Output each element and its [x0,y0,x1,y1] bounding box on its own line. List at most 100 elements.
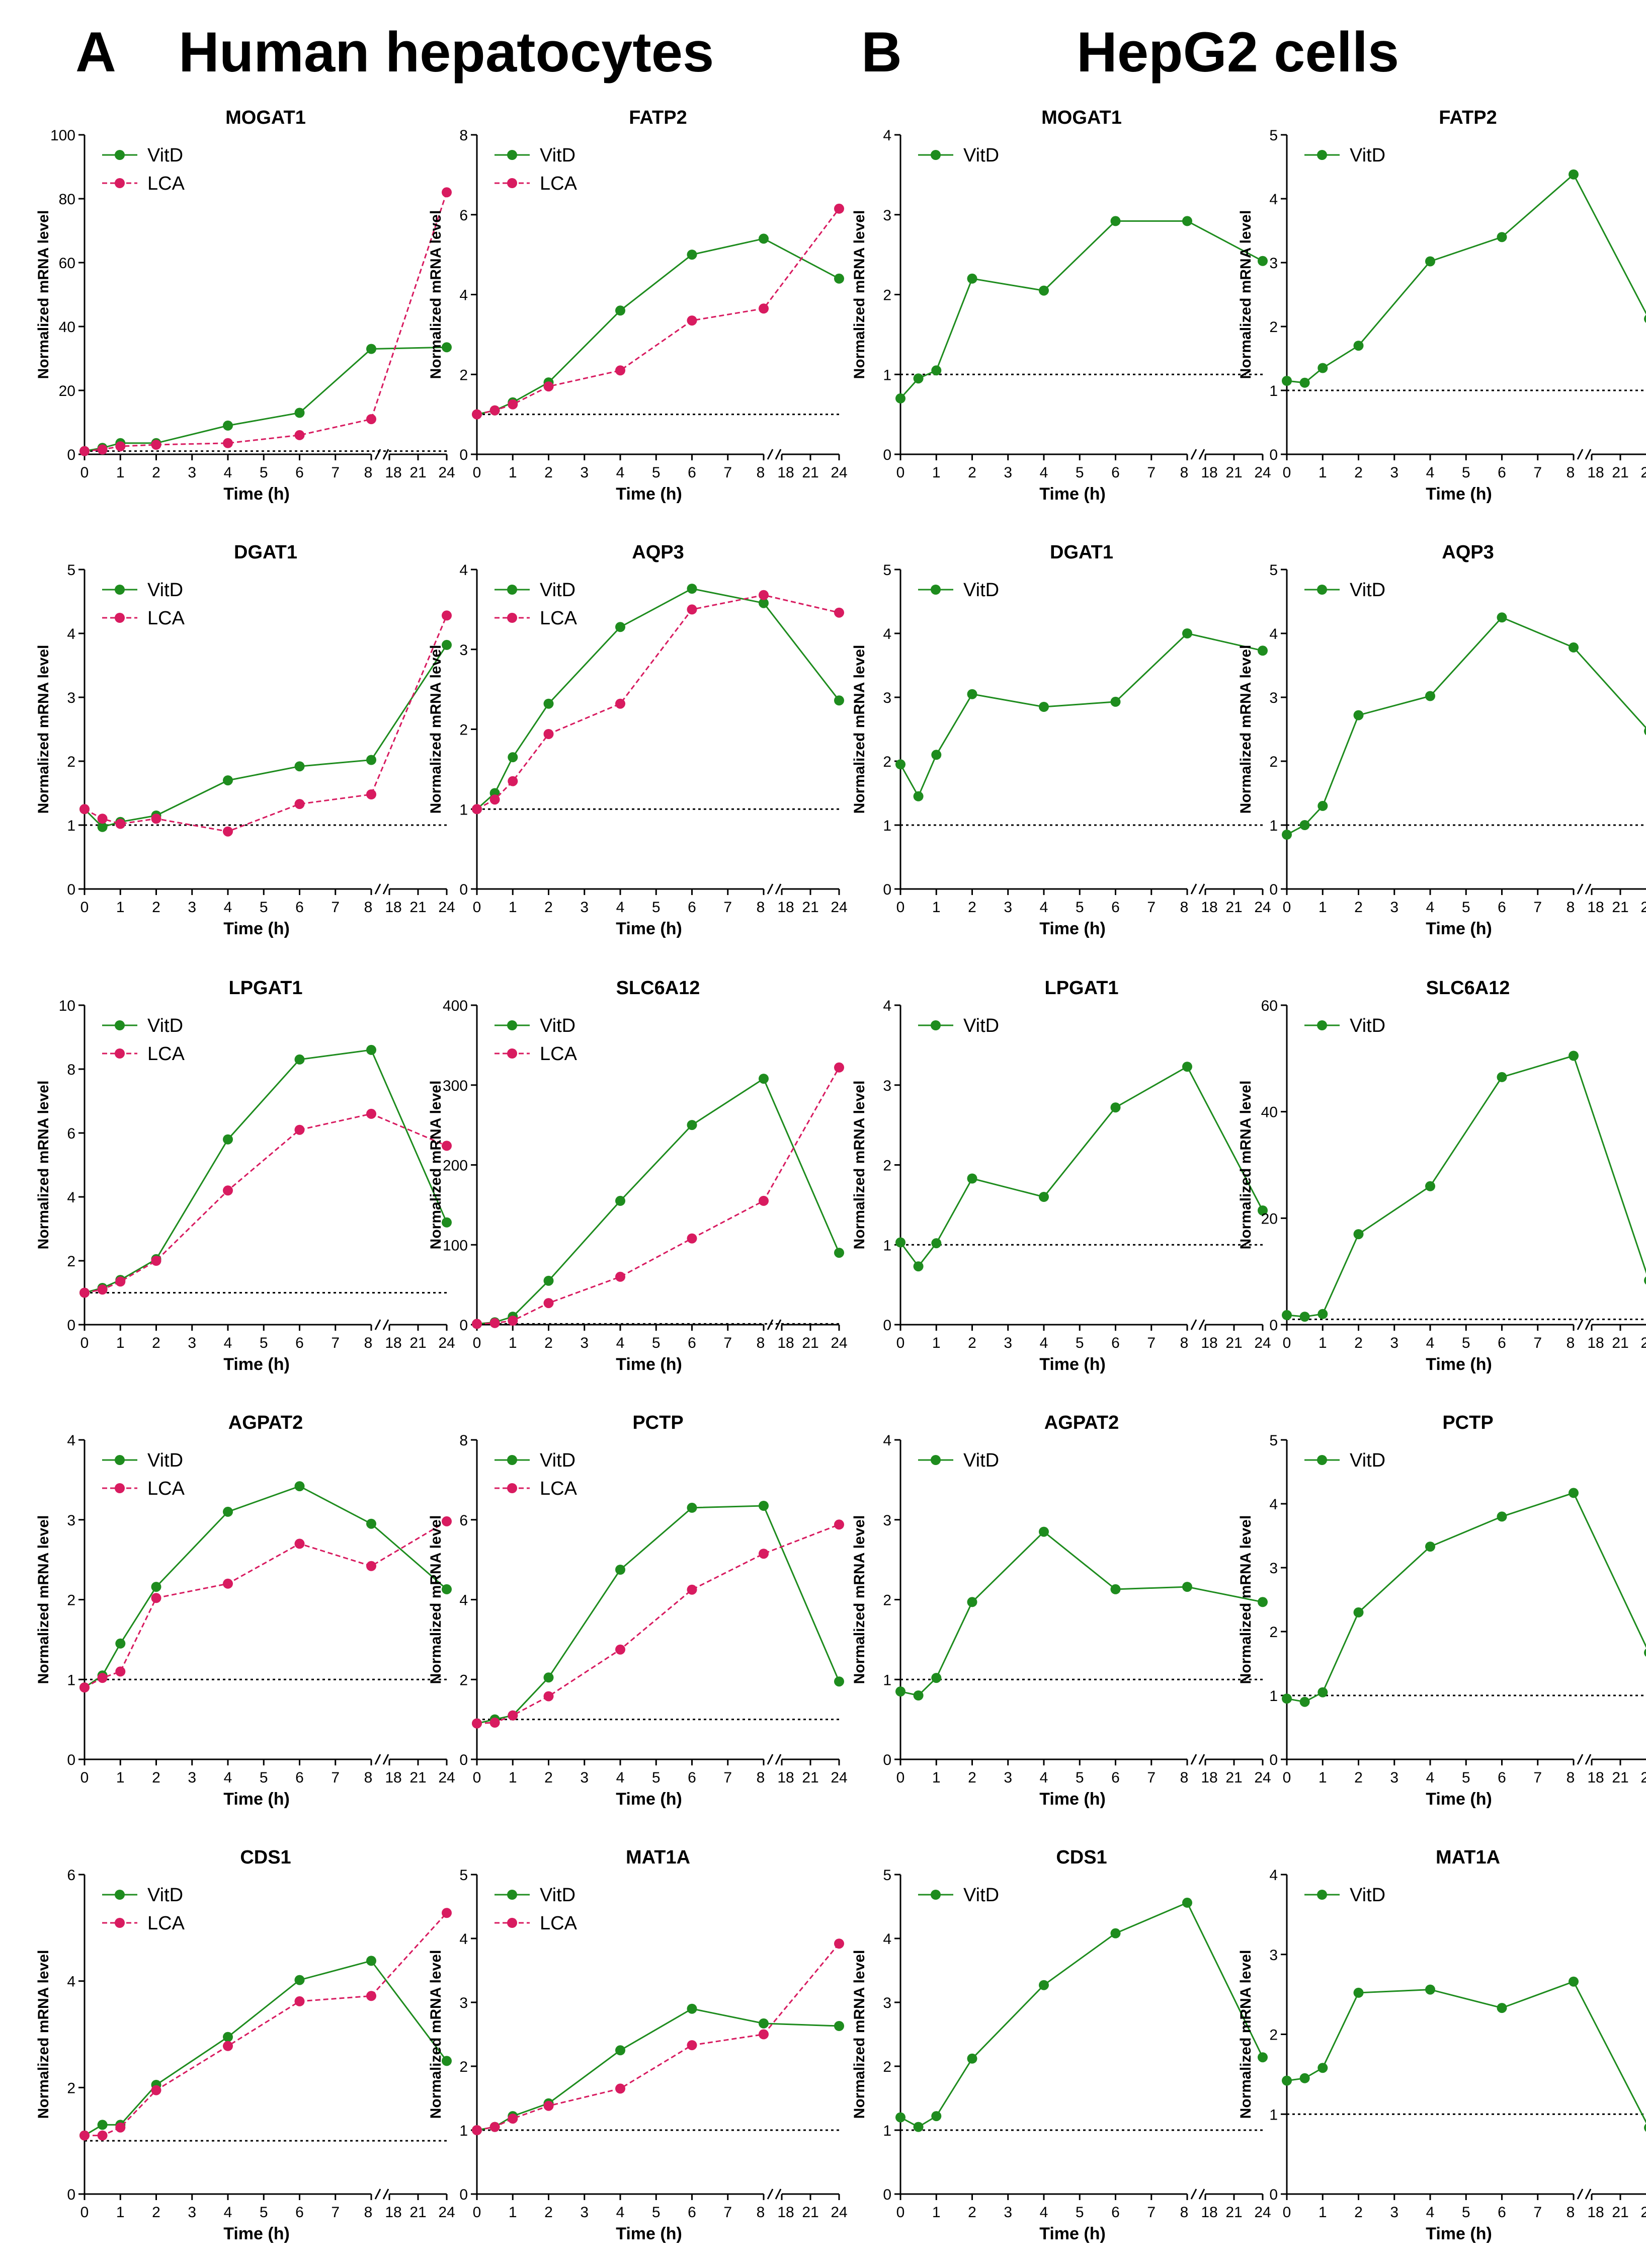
x-tick-label: 6 [688,899,696,916]
y-tick-label: 4 [67,626,75,642]
x-tick-label: 6 [688,1335,696,1351]
x-tick-label: 7 [723,899,732,916]
axis-break-mark [1198,1319,1205,1330]
x-tick-label: 2 [544,1335,553,1351]
x-tick-label: 7 [331,1335,340,1351]
x-tick-label: 21 [1225,1335,1242,1351]
x-tick-label: 3 [1390,1335,1398,1351]
chart-b-dgat1: DGAT1 0 1 2 3 4 5 Normalized mRNA level 0 1 2 3 4 5 6 7… [851,542,1271,938]
data-point-vitd [223,1506,233,1517]
x-tick-label: 0 [896,1335,905,1351]
y-axis-label: Normalized mRNA level [428,1950,444,2119]
y-tick-label: 4 [459,1592,468,1609]
x-tick-label: 1 [932,2204,941,2221]
y-tick-label: 3 [1269,1560,1278,1577]
legend-marker-lca [507,1483,517,1493]
axis-break-mark [374,883,381,895]
data-point-vitd [895,2112,906,2123]
x-tick-label: 6 [1498,464,1506,481]
x-tick-label: 1 [932,1335,941,1351]
x-tick-label: 1 [509,1335,517,1351]
axis-break-mark [1577,883,1584,895]
y-axis-label: Normalized mRNA level [428,1081,444,1250]
legend-marker-lca [507,178,517,188]
legend-label-lca: LCA [540,1478,578,1499]
data-point-vitd [1318,800,1328,811]
data-point-vitd [294,761,305,772]
y-axis-label: Normalized mRNA level [1238,1081,1254,1250]
x-tick-label: 24 [438,2204,455,2221]
y-tick-label: 0 [1269,881,1278,898]
legend-label-vitd: VitD [540,1015,575,1036]
y-tick-label: 100 [443,1237,468,1254]
x-tick-label: 5 [1076,1335,1084,1351]
data-point-vitd [1425,256,1435,267]
data-point-vitd [1182,1062,1192,1072]
x-tick-label: 3 [188,1769,196,1786]
series-line-lca [476,1067,840,1325]
legend-label-vitd: VitD [540,1450,575,1471]
data-point-vitd [1425,1542,1435,1552]
y-tick-label: 0 [67,1317,75,1334]
data-point-lca [489,405,500,416]
series-line-lca [84,1113,447,1293]
x-axis-label: Time (h) [616,1355,682,1374]
x-tick-label: 5 [1076,1769,1084,1786]
x-axis-label: Time (h) [616,919,682,938]
x-tick-label: 21 [802,1769,818,1786]
data-point-lca [79,1287,90,1298]
chart-a-mat1a: MAT1A 0 1 2 3 4 5 Normalized mRNA level 0 1 2 3 4 5 6 7… [428,1847,848,2243]
x-tick-label: 24 [438,1769,455,1786]
data-point-lca [687,1233,697,1244]
x-tick-label: 0 [80,1335,89,1351]
axis-break-mark [775,1319,782,1330]
x-tick-label: 3 [1004,1769,1012,1786]
series-line-vitd [900,1530,1263,1696]
x-tick-label: 18 [1201,1769,1217,1786]
x-axis-label: Time (h) [1039,919,1106,938]
x-tick-label: 0 [473,899,481,916]
x-tick-label: 0 [473,1335,481,1351]
x-tick-label: 7 [1533,2204,1542,2221]
chart-title: PCTP [632,1412,683,1433]
y-tick-label: 4 [1269,1496,1278,1513]
x-tick-label: 4 [1040,464,1048,481]
axis-break-mark [1577,1754,1584,1765]
x-tick-label: 1 [116,899,125,916]
x-axis-label: Time (h) [1426,484,1492,504]
data-point-vitd [1353,341,1364,351]
y-tick-label: 2 [459,367,468,383]
chart-title: FATP2 [1439,107,1497,128]
legend-marker-vitd [507,1455,517,1465]
chart-b-fatp2: FATP2 0 1 2 3 4 5 Normalized mRNA level 0 1 2 3 4 5 6 7… [1238,107,1646,504]
x-tick-label: 1 [509,464,517,481]
legend-label-vitd: VitD [963,145,999,166]
y-tick-label: 2 [883,1158,891,1174]
y-tick-label: 0 [459,1317,468,1334]
x-tick-label: 0 [473,1769,481,1786]
chart-b-pctp: PCTP 0 1 2 3 4 5 Normalized mRNA level 0 1 2 3 4 5 6 7 8… [1238,1412,1646,1809]
data-point-vitd [895,1686,906,1697]
data-point-vitd [834,1248,844,1258]
data-point-vitd [967,689,977,699]
legend-label-vitd: VitD [963,1450,999,1471]
y-tick-label: 5 [1269,127,1278,144]
data-point-vitd [931,750,942,760]
data-point-vitd [294,408,305,418]
data-point-lca [759,1195,769,1206]
y-tick-label: 80 [59,191,75,208]
y-tick-label: 0 [459,447,468,463]
y-axis-label: Normalized mRNA level [35,1515,52,1684]
data-point-vitd [1644,1648,1646,1657]
x-tick-label: 21 [802,2204,818,2221]
data-point-lca [834,1519,844,1530]
data-point-vitd [615,305,625,316]
x-tick-label: 5 [1462,464,1470,481]
data-point-lca [508,1710,518,1721]
data-point-lca [543,381,554,392]
data-point-lca [489,1718,500,1728]
data-point-vitd [931,1673,942,1683]
legend-marker-vitd [507,1020,517,1030]
y-tick-label: 0 [67,881,75,898]
